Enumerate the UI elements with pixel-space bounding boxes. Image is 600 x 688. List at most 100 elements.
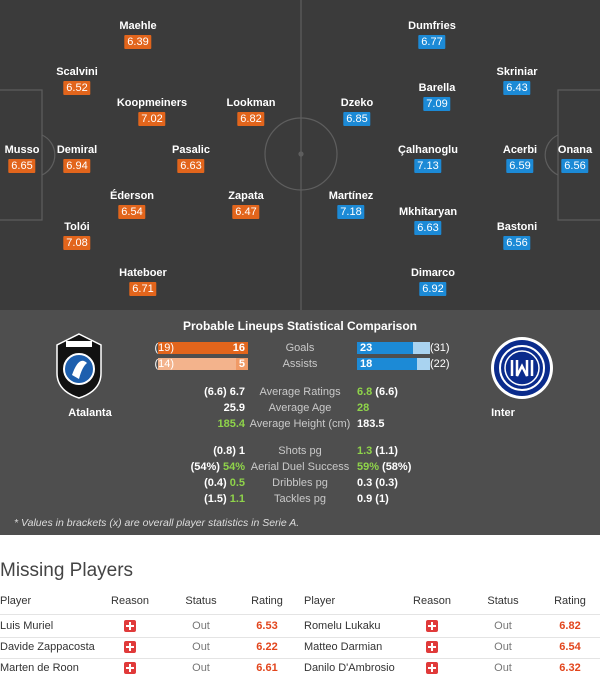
rating-cell: 6.53: [256, 620, 278, 632]
home-stat: (6.6) 6.7: [204, 385, 245, 399]
player-rating: 7.13: [414, 159, 442, 173]
player-name: Scalvini: [56, 66, 98, 78]
player-cell: Romelu Lukaku: [304, 620, 381, 632]
missing-title: Missing Players: [0, 560, 134, 581]
row-line: [0, 637, 600, 638]
player-cell: Danilo D'Ambrosio: [304, 662, 395, 674]
home-stat: 25.9: [224, 401, 245, 415]
stat-label: Shots pg: [278, 445, 322, 457]
player-rating: 6.94: [63, 159, 91, 173]
header-cell: Reason: [413, 595, 451, 607]
player-rating: 6.56: [561, 159, 589, 173]
stat-label: Average Age: [268, 402, 332, 414]
home-stat: (0.8) 1: [213, 444, 245, 458]
away-stat: 0.9 (1): [357, 492, 389, 506]
player-cell: Luis Muriel: [0, 620, 54, 632]
away-value: 59%: [357, 461, 380, 473]
player-name: Acerbi: [502, 144, 538, 156]
home-value: 54%: [222, 461, 245, 473]
away-value: 0.3: [357, 477, 373, 489]
player-name: Musso: [4, 144, 40, 156]
header-line: [0, 614, 600, 615]
away-value: 183.5: [357, 418, 385, 430]
home-value: 0.5: [229, 477, 245, 489]
away-overall: (31): [430, 342, 450, 354]
injury-icon: [124, 620, 136, 632]
player-rating: 7.09: [423, 97, 451, 111]
player-rating: 6.63: [177, 159, 205, 173]
away-overall: (1): [375, 493, 389, 505]
comparison-panel: Probable Lineups Statistical Comparison …: [0, 310, 600, 535]
away-stat: 6.8 (6.6): [357, 385, 398, 399]
header-cell: Player: [0, 595, 32, 607]
status-cell: Out: [494, 641, 512, 653]
away-bar-fill: [357, 358, 417, 370]
away-value: 0.9: [357, 493, 373, 505]
home-value: 25.9: [223, 402, 245, 414]
cross: [124, 620, 136, 632]
home-bar-fill: [236, 358, 248, 370]
footnote: * Values in brackets (x) are overall pla…: [14, 517, 300, 529]
player-name: Lookman: [226, 97, 276, 109]
player-rating: 7.08: [63, 236, 91, 250]
home-stat: (0.4) 0.5: [204, 476, 245, 490]
status-cell: Out: [494, 662, 512, 674]
header-cell: Rating: [251, 595, 283, 607]
cross: [426, 662, 438, 674]
away-stat: 28: [357, 401, 369, 415]
home-stat: (54%) 54%: [191, 460, 245, 474]
player-cell: Davide Zappacosta: [0, 641, 95, 653]
header-cell: Reason: [111, 595, 149, 607]
cross: [124, 641, 136, 653]
player-name: Onana: [557, 144, 593, 156]
cross: [426, 641, 438, 653]
stat-label: Aerial Duel Success: [250, 461, 350, 473]
home-overall: (19): [154, 342, 174, 354]
player-rating: 6.47: [232, 205, 260, 219]
rating-cell: 6.82: [559, 620, 581, 632]
home-value: 185.4: [217, 418, 245, 430]
player-rating: 6.54: [118, 205, 146, 219]
home-overall: (1.5): [204, 493, 227, 505]
player-name: Demiral: [56, 144, 98, 156]
player-name: Hateboer: [119, 267, 167, 279]
player-name: Mkhitaryan: [398, 206, 458, 218]
stat-label: Average Ratings: [259, 386, 341, 398]
away-value: 28: [357, 402, 370, 414]
player-rating: 6.52: [63, 81, 91, 95]
home-bar-track: [158, 358, 248, 370]
rating-cell: 6.54: [559, 641, 581, 653]
player-rating: 7.18: [337, 205, 365, 219]
injury-icon: [124, 662, 136, 674]
player-rating: 6.39: [124, 35, 152, 49]
injury-icon: [426, 662, 438, 674]
away-value: 1.3: [357, 445, 373, 457]
home-bar-fill: [158, 342, 248, 354]
player-name: Pasalic: [172, 144, 210, 156]
player-rating: 6.71: [129, 282, 157, 296]
stat-label: Average Height (cm): [249, 418, 351, 430]
away-overall: (1.1): [375, 445, 398, 457]
rating-cell: 6.61: [256, 662, 278, 674]
home-value: 6.7: [229, 386, 245, 398]
status-cell: Out: [192, 620, 210, 632]
header-cell: Player: [304, 595, 336, 607]
player-rating: 7.02: [138, 112, 166, 126]
home-value: 1.1: [229, 493, 245, 505]
home-stat: 185.4: [217, 417, 245, 431]
pitch-lines: [0, 0, 600, 310]
player-rating: 6.92: [419, 282, 447, 296]
away-overall: (0.3): [375, 477, 398, 489]
home-overall: (6.6): [204, 386, 227, 398]
away-stat: 183.5: [357, 417, 385, 431]
bar-label: Goals: [285, 342, 315, 354]
player-name: Koopmeiners: [116, 97, 188, 109]
inter-logo: [491, 337, 553, 399]
player-name: Çalhanoglu: [398, 144, 458, 156]
player-name: Dzeko: [340, 97, 374, 109]
comparison-title: Probable Lineups Statistical Comparison: [182, 319, 418, 333]
home-overall: (54%): [190, 461, 220, 473]
player-name: Maehle: [119, 20, 157, 32]
injury-icon: [426, 641, 438, 653]
